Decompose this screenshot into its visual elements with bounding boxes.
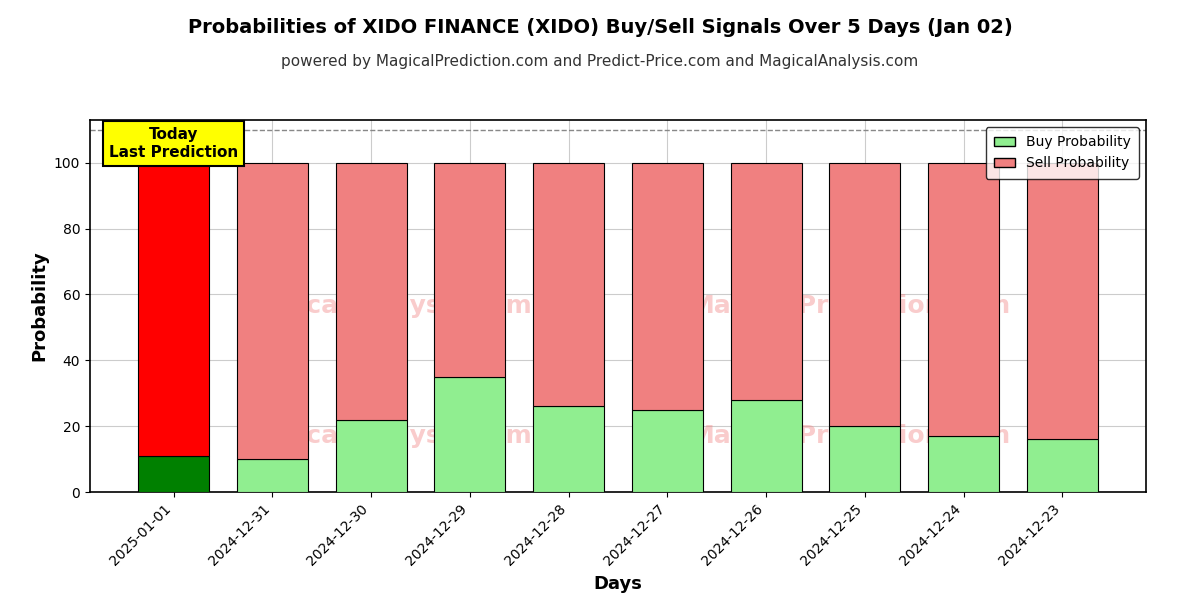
Bar: [533, 406, 604, 492]
Y-axis label: Probability: Probability: [30, 251, 48, 361]
Bar: [829, 426, 900, 492]
Bar: [632, 163, 703, 410]
Bar: [928, 163, 1000, 436]
Text: MagicalAnalysis.com: MagicalAnalysis.com: [239, 424, 533, 448]
Text: Today
Last Prediction: Today Last Prediction: [109, 127, 238, 160]
Text: Probabilities of XIDO FINANCE (XIDO) Buy/Sell Signals Over 5 Days (Jan 02): Probabilities of XIDO FINANCE (XIDO) Buy…: [187, 18, 1013, 37]
Bar: [236, 459, 308, 492]
Bar: [829, 163, 900, 426]
Legend: Buy Probability, Sell Probability: Buy Probability, Sell Probability: [985, 127, 1139, 179]
Bar: [336, 163, 407, 419]
Text: MagicalAnalysis.com: MagicalAnalysis.com: [239, 294, 533, 318]
Bar: [928, 436, 1000, 492]
Bar: [138, 456, 209, 492]
Bar: [731, 163, 802, 400]
Bar: [434, 377, 505, 492]
Bar: [1027, 439, 1098, 492]
Text: MagicalPrediction.com: MagicalPrediction.com: [690, 424, 1010, 448]
X-axis label: Days: Days: [594, 575, 642, 593]
Bar: [632, 410, 703, 492]
Bar: [336, 419, 407, 492]
Text: powered by MagicalPrediction.com and Predict-Price.com and MagicalAnalysis.com: powered by MagicalPrediction.com and Pre…: [281, 54, 919, 69]
Bar: [138, 163, 209, 456]
Bar: [236, 163, 308, 459]
Bar: [731, 400, 802, 492]
Text: MagicalPrediction.com: MagicalPrediction.com: [690, 294, 1010, 318]
Bar: [533, 163, 604, 406]
Bar: [434, 163, 505, 377]
Bar: [1027, 163, 1098, 439]
